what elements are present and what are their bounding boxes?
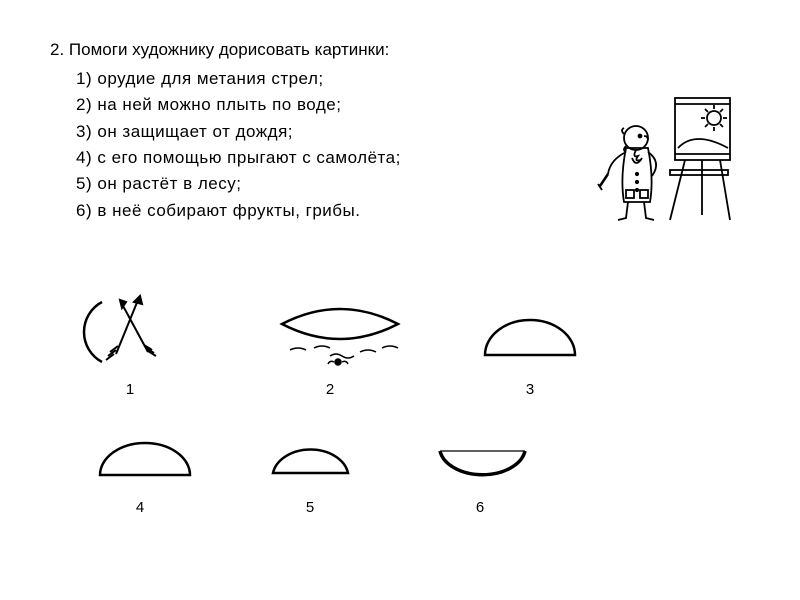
figure-number: 6 — [430, 499, 530, 516]
figures-grid: 1 2 3 — [70, 290, 630, 516]
sub-n: 5) — [76, 174, 92, 193]
sub-text: в неё собирают фрукты, грибы. — [97, 201, 360, 220]
sub-n: 4) — [76, 148, 92, 167]
sub-text: он защищает от дождя; — [97, 122, 293, 141]
sub-text: с его помощью прыгают с самолёта; — [97, 148, 400, 167]
figure-5: 5 — [260, 433, 360, 516]
subtask-item: 1) орудие для метания стрел; — [76, 66, 750, 92]
figure-number: 4 — [90, 499, 190, 516]
figure-3: 3 — [470, 310, 590, 398]
figure-4: 4 — [90, 433, 190, 516]
sub-n: 2) — [76, 95, 92, 114]
task-title: 2. Помоги художнику дорисовать картинки: — [50, 40, 750, 60]
sub-n: 3) — [76, 122, 92, 141]
sub-n: 1) — [76, 69, 92, 88]
figure-number: 1 — [70, 381, 190, 398]
sub-text: он растёт в лесу; — [97, 174, 241, 193]
sub-n: 6) — [76, 201, 92, 220]
figure-1: 1 — [70, 290, 190, 398]
task-number: 2. — [50, 40, 64, 59]
figure-number: 2 — [270, 381, 390, 398]
task-title-text: Помоги художнику дорисовать картинки: — [69, 40, 389, 59]
figure-number: 3 — [470, 381, 590, 398]
figure-number: 5 — [260, 499, 360, 516]
sub-text: орудие для метания стрел; — [97, 69, 323, 88]
artist-illustration — [590, 90, 740, 230]
figure-2: 2 — [270, 290, 390, 398]
figure-6: 6 — [430, 433, 530, 516]
sub-text: на ней можно плыть по воде; — [97, 95, 341, 114]
